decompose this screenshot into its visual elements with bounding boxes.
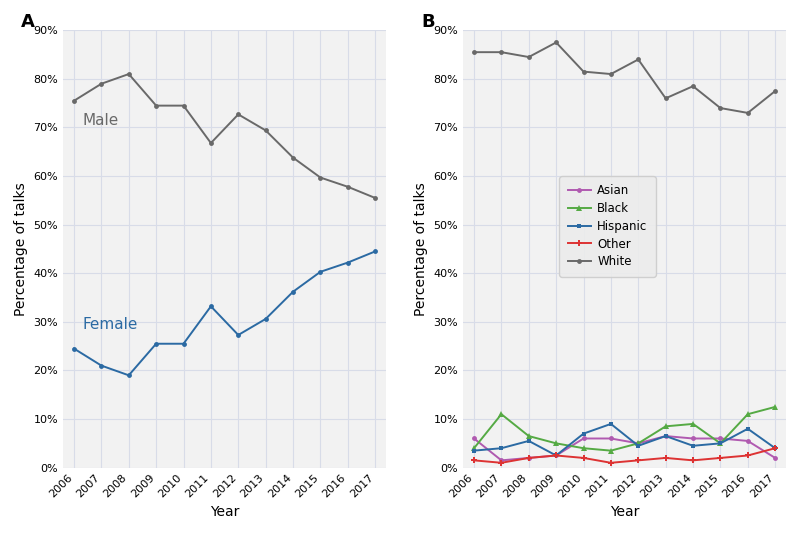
Asian [497,457,506,464]
Y-axis label: Percentage of talks: Percentage of talks [14,182,28,316]
White [743,110,753,116]
White [606,71,616,77]
Line: Hispanic: Hispanic [471,422,778,458]
Other [770,445,780,451]
Black [634,440,643,447]
Other [688,457,698,464]
Asian [743,438,753,444]
Line: Black: Black [471,404,778,454]
Asian [661,433,670,439]
Other [524,455,534,461]
Line: White: White [471,40,778,115]
Other [716,455,726,461]
Asian [634,440,643,447]
White [578,68,588,75]
Black [497,411,506,417]
Hispanic [770,445,780,451]
Other [470,457,479,464]
Asian [524,455,534,461]
Hispanic [634,442,643,449]
Asian [688,435,698,442]
Asian [551,453,561,459]
Hispanic [688,442,698,449]
Other [497,459,506,466]
Asian [606,435,616,442]
Line: Asian: Asian [471,434,778,463]
Hispanic [578,431,588,437]
White [524,54,534,60]
White [661,95,670,101]
Hispanic [716,440,726,447]
White [634,56,643,63]
Black [661,423,670,430]
X-axis label: Year: Year [210,505,239,519]
Black [524,433,534,439]
Other [606,459,616,466]
Other [661,455,670,461]
Hispanic [497,445,506,451]
X-axis label: Year: Year [610,505,639,519]
Other [634,457,643,464]
Text: Female: Female [82,317,138,332]
Y-axis label: Percentage of talks: Percentage of talks [414,182,428,316]
Legend: Asian, Black, Hispanic, Other, White: Asian, Black, Hispanic, Other, White [559,176,656,277]
Line: Other: Other [471,446,778,465]
White [688,83,698,90]
Black [470,445,479,451]
White [770,88,780,94]
White [497,49,506,55]
Hispanic [661,433,670,439]
Black [688,421,698,427]
Text: A: A [21,13,35,31]
White [716,105,726,111]
Hispanic [606,421,616,427]
Black [578,445,588,451]
Other [551,453,561,459]
Hispanic [551,453,561,459]
Hispanic [470,447,479,454]
White [551,39,561,46]
Asian [578,435,588,442]
Other [578,455,588,461]
Black [770,403,780,410]
Text: Male: Male [82,113,118,128]
Black [716,440,726,447]
Asian [770,455,780,461]
Black [551,440,561,447]
Asian [716,435,726,442]
Black [606,447,616,454]
Hispanic [743,425,753,432]
Black [743,411,753,417]
Other [743,453,753,459]
Hispanic [524,438,534,444]
Asian [470,435,479,442]
White [470,49,479,55]
Text: B: B [421,13,434,31]
